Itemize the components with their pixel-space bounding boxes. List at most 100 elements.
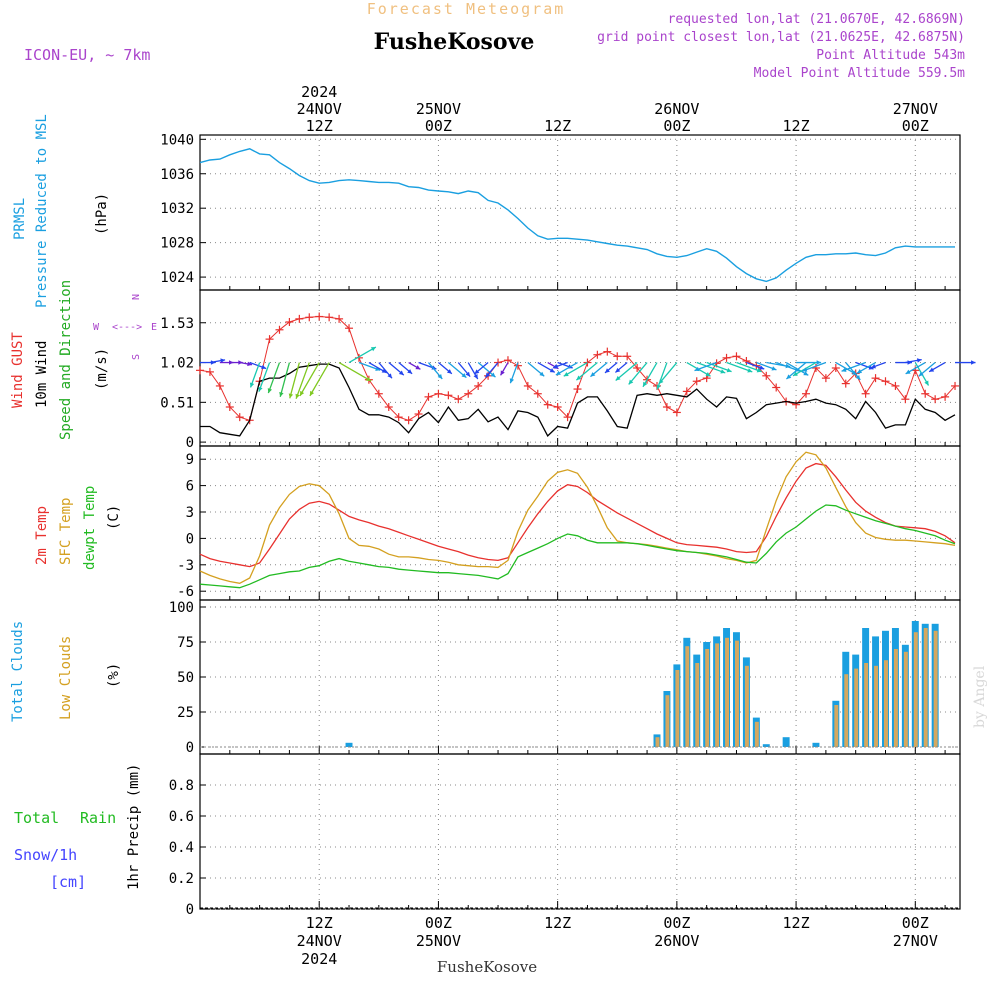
gust-marker [533, 389, 542, 398]
dewpoint-line [199, 504, 956, 589]
precip-ytick-label: 0.4 [169, 840, 194, 856]
gust-marker [811, 364, 820, 372]
wind-arrow [856, 361, 876, 374]
top-time-label: 24NOV [297, 100, 342, 118]
low-cloud-bar [675, 670, 680, 747]
wind-arrow [239, 361, 253, 367]
wind-arrow [563, 361, 588, 377]
gust-marker [831, 364, 840, 372]
top-time-label: 27NOV [893, 100, 938, 118]
top-time-label: 12Z [544, 117, 571, 135]
gust-marker [861, 389, 870, 398]
wind-ytick-label: 0 [186, 435, 194, 451]
wind-arrow [509, 362, 519, 384]
prmsl-label: PRMSL [12, 198, 28, 240]
pressure-frame [199, 134, 961, 291]
gust-marker [613, 352, 622, 361]
low-cloud-bar [933, 630, 938, 747]
prmsl-desc-label: Pressure Reduced to MSL [34, 114, 50, 308]
temp-unit: (C) [106, 505, 122, 530]
bottom-time-label: 25NOV [416, 932, 461, 950]
gust-marker [682, 387, 691, 396]
top-time-label: 12Z [783, 117, 810, 135]
bottom-time-label: 00Z [663, 914, 690, 932]
wind-arrow [484, 362, 499, 378]
low-cloud-bar [754, 721, 759, 747]
gust-marker [345, 324, 354, 333]
low-cloud-bar [665, 695, 670, 747]
temperature-frame [199, 445, 961, 601]
temperature-ytick-label: 9 [186, 452, 194, 468]
gust-marker [454, 395, 463, 404]
low-cloud-bar [744, 665, 749, 747]
snow-unit-label: [cm] [50, 873, 86, 891]
wind-arrow [537, 361, 556, 373]
cloud-unit: (%) [106, 663, 122, 688]
pressure-unit: (hPa) [94, 193, 110, 235]
low-cloud-bar [923, 628, 928, 747]
wind-ytick-label: 1.53 [160, 316, 194, 332]
wind-arrow [398, 362, 413, 375]
temperature-ytick-label: -3 [177, 558, 194, 574]
wind-arrow [279, 362, 291, 397]
snow-label: Snow/1h [14, 846, 77, 864]
low-cloud-bar [715, 643, 720, 747]
gust-marker [692, 377, 701, 386]
wind-arrow [288, 362, 300, 399]
wind-unit: (m/s) [94, 348, 110, 390]
total-cloud-bar [762, 744, 770, 747]
clouds-ytick-label: 25 [177, 705, 194, 721]
wind-arrow [785, 361, 809, 376]
wind-arrow [467, 362, 479, 380]
wind-arrow [527, 362, 545, 377]
compass-e: E [151, 322, 157, 333]
wind-arrow [928, 361, 946, 373]
low-cloud-bar [834, 705, 839, 747]
gust-marker [196, 366, 204, 375]
low-cloud-bar [844, 674, 849, 747]
gust-marker [374, 389, 383, 398]
gust-marker [593, 350, 602, 359]
gust-marker [802, 389, 811, 398]
top-time-label: 12Z [306, 117, 333, 135]
wind-arrow [408, 361, 421, 370]
dew-label: dewpt Temp [82, 486, 98, 570]
top-time-label: 2024 [301, 83, 337, 101]
gust-marker [603, 347, 612, 356]
wind-arrow [474, 362, 489, 375]
tsfc-label: SFC Temp [58, 498, 74, 565]
wind-arrow [845, 362, 861, 381]
gust-marker [464, 389, 473, 398]
gust-marker [235, 413, 244, 422]
clouds-ytick-label: 0 [186, 740, 194, 756]
wind-line [200, 363, 956, 437]
pressure-ytick-label: 1040 [160, 132, 194, 148]
gust-marker [295, 314, 304, 323]
total-cloud-bar [782, 737, 790, 747]
closest-coords: grid point closest lon,lat (21.0625E, 42… [597, 30, 965, 45]
precip-frame [199, 753, 961, 910]
precip-labels: Total Rain Snow/1h [cm] 1hr Precip (mm) [14, 764, 142, 891]
wind-arrow [736, 361, 762, 373]
wind-panel: 0 0.51 1.02 1.53 [160, 289, 976, 451]
wind-arrow [614, 362, 628, 373]
wind-arrow [249, 362, 261, 388]
compass-s: S [131, 354, 142, 360]
top-time-label: 00Z [425, 117, 452, 135]
wind-arrow [438, 362, 453, 375]
t2m-label: 2m Temp [34, 506, 50, 565]
bottom-time-label: 24NOV [297, 932, 342, 950]
gust-marker [523, 381, 532, 390]
model-label: ICON-EU, ~ 7km [24, 46, 150, 64]
pressure-ytick-label: 1036 [160, 167, 194, 183]
wind-arrow [604, 362, 618, 374]
bottom-time-label: 12Z [306, 914, 333, 932]
wind-arrow [427, 362, 443, 380]
precip-ytick-label: 0.2 [169, 871, 194, 887]
wind-arrow [309, 362, 330, 397]
wind-arrow [802, 361, 827, 372]
wind-arrow [642, 362, 658, 388]
point-altitude: Point Altitude 543m [816, 48, 965, 63]
precip-ytick-label: 0.6 [169, 809, 194, 825]
